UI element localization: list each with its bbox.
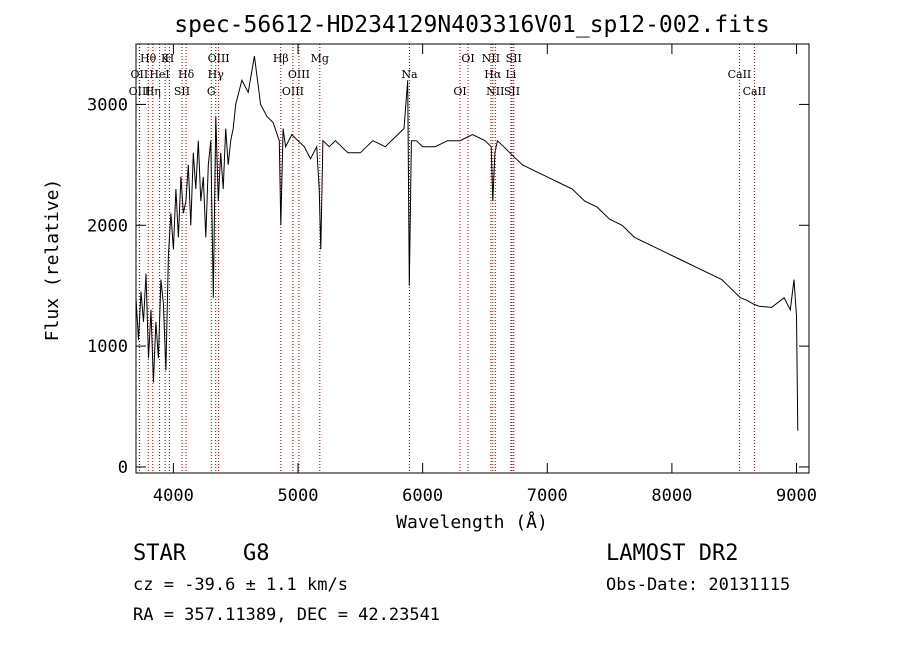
- y-tick-label: 0: [118, 458, 128, 478]
- redshift-velocity: cz = -39.6 ± 1.1 km/s: [133, 575, 348, 595]
- spectral-line-label: Hγ: [208, 68, 225, 81]
- y-axis-ticks: 0 1000 2000 3000: [87, 95, 809, 478]
- x-axis-ticks: 4000 5000 6000 7000 8000 9000: [153, 44, 817, 506]
- spectral-line-label: SII: [504, 85, 520, 98]
- spectral-line-label: OII: [131, 68, 149, 81]
- spectral-line-label: OIII: [282, 85, 304, 98]
- spectral-line-label: Hδ: [178, 68, 195, 81]
- spectral-line-label: CaII: [743, 85, 767, 98]
- spectral-line-label: Hβ: [273, 52, 289, 65]
- x-axis-label: Wavelength (Å): [396, 511, 548, 533]
- observation-date: Obs-Date: 20131115: [606, 575, 790, 595]
- x-tick-label: 8000: [651, 486, 692, 506]
- spectral-line-label: SII: [506, 52, 522, 65]
- spectrum-series-line: [135, 56, 799, 431]
- spectral-line-label: H: [165, 52, 175, 65]
- x-tick-label: 4000: [153, 486, 194, 506]
- spectral-line-label: Mg: [311, 52, 329, 65]
- spectral-line-label: OI: [453, 85, 466, 98]
- spectral-line-label: Hθ: [140, 52, 157, 65]
- spectral-line-label: HeI: [149, 68, 169, 81]
- spectral-line-label: NII: [486, 85, 504, 98]
- spectral-line-label: OIII: [208, 52, 230, 65]
- spectral-line-label: Li: [505, 68, 516, 81]
- coordinates: RA = 357.11389, DEC = 42.23541: [133, 605, 440, 625]
- y-axis-label: Flux (relative): [42, 179, 63, 342]
- plot-frame: [135, 43, 810, 474]
- object-class: STAR: [133, 541, 187, 566]
- spectral-line-label: Na: [401, 68, 418, 81]
- x-tick-label: 9000: [776, 486, 817, 506]
- spectral-line-label: K: [161, 52, 170, 65]
- y-tick-label: 1000: [87, 337, 128, 357]
- y-tick-label: 3000: [87, 95, 128, 115]
- line-marker-group: [138, 44, 755, 473]
- survey-name: LAMOST DR2: [606, 541, 738, 566]
- spectral-line-label: CaII: [728, 68, 752, 81]
- spectral-line-label: OI: [461, 52, 474, 65]
- spectral-line-label: G: [207, 85, 216, 98]
- x-tick-label: 7000: [527, 486, 568, 506]
- spectral-subclass: G8: [243, 541, 270, 566]
- x-tick-label: 6000: [402, 486, 443, 506]
- line-label-group: HθOIIOIIIKHeIHηHHδSIIOIIIHγGHβOIIIOIIIMg…: [129, 52, 767, 98]
- spectral-line-label: OIII: [288, 68, 310, 81]
- chart-title: spec-56612-HD234129N403316V01_sp12-002.f…: [174, 12, 769, 38]
- spectral-line-label: OIII: [129, 85, 151, 98]
- spectral-line-label: NII: [482, 52, 500, 65]
- spectral-line-label: SII: [174, 85, 190, 98]
- spectral-line-label: Hη: [145, 85, 161, 98]
- spectral-line-label: Hα: [484, 68, 502, 81]
- x-tick-label: 5000: [278, 486, 319, 506]
- y-tick-label: 2000: [87, 216, 128, 236]
